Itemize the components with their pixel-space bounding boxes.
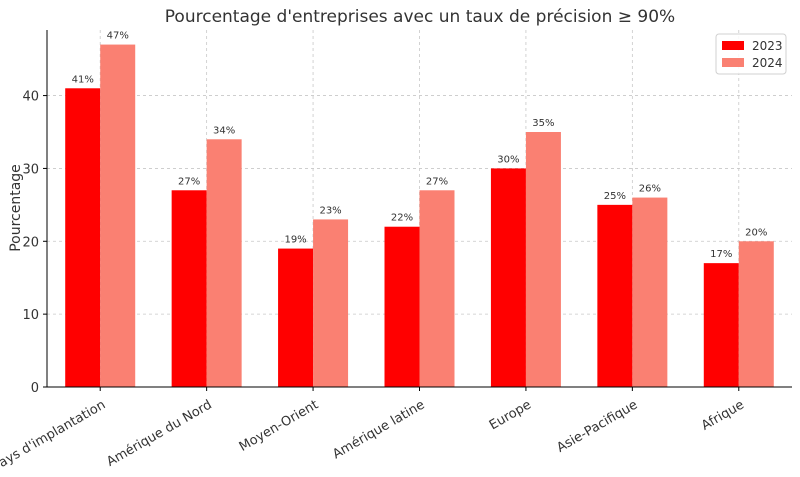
category-label: Asie-Pacifique — [554, 397, 640, 455]
data-label-2024-1: 47% — [107, 31, 129, 42]
category-label: Europe — [487, 397, 534, 433]
bar-2023-3 — [278, 248, 314, 387]
category-label: Afrique — [699, 397, 747, 433]
data-label-2023-1: 41% — [72, 74, 94, 85]
bar-2024-4 — [419, 190, 455, 387]
data-label-2023-3: 19% — [284, 235, 306, 246]
data-label-2024-5: 35% — [532, 118, 554, 129]
y-axis-label: Pourcentage — [8, 164, 24, 252]
y-tick-label: 20 — [22, 235, 39, 250]
data-label-2023-5: 30% — [497, 154, 519, 165]
legend-label-2023: 2023 — [752, 39, 783, 53]
data-label-2023-2: 27% — [178, 176, 200, 187]
data-label-2024-3: 23% — [319, 205, 341, 216]
data-label-2024-6: 26% — [639, 184, 661, 195]
bar-2023-5 — [490, 168, 526, 387]
y-tick-label: 30 — [22, 162, 39, 177]
bar-2024-1 — [100, 44, 136, 387]
y-tick-label: 10 — [22, 308, 39, 323]
bar-2023-1 — [65, 88, 101, 388]
data-label-2023-4: 22% — [391, 213, 413, 224]
bar-2024-5 — [525, 132, 561, 387]
legend-label-2024: 2024 — [752, 56, 783, 70]
bar-2024-6 — [632, 197, 668, 387]
bar-2023-2 — [171, 190, 207, 387]
bar-2024-3 — [313, 219, 349, 387]
y-tick-label: 0 — [31, 381, 39, 396]
data-label-2023-6: 25% — [604, 191, 626, 202]
data-label-2023-7: 17% — [710, 249, 732, 260]
bar-2024-7 — [738, 241, 774, 387]
category-label: Moyen-Orient — [237, 397, 321, 454]
category-label: Amérique du Nord — [104, 397, 214, 469]
bar-2023-4 — [384, 226, 420, 387]
y-tick-label: 40 — [22, 90, 39, 105]
data-label-2024-7: 20% — [745, 227, 767, 238]
chart-title: Pourcentage d'entreprises avec un taux d… — [165, 7, 675, 27]
category-label: Amérique latine — [330, 397, 427, 462]
legend-swatch-2023 — [722, 41, 744, 50]
legend-swatch-2024 — [722, 58, 744, 67]
bar-2023-6 — [597, 204, 633, 387]
data-label-2024-2: 34% — [213, 125, 235, 136]
bar-2024-2 — [206, 139, 242, 387]
data-label-2024-4: 27% — [426, 176, 448, 187]
category-label: Pays d'implantation — [0, 397, 108, 474]
bar-2023-7 — [703, 263, 739, 387]
